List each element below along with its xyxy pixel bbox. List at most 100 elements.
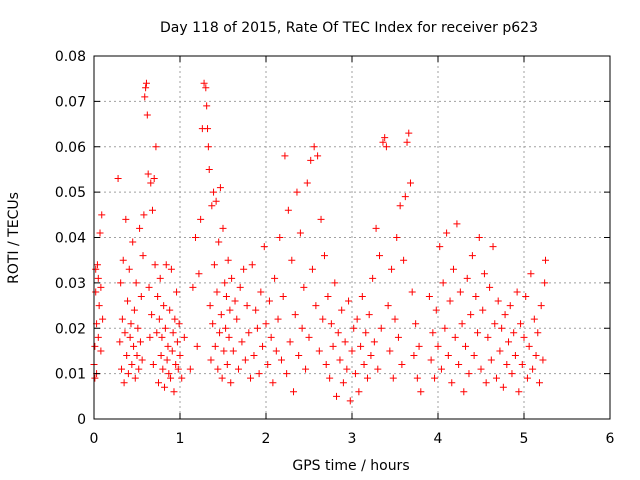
data-point: [148, 311, 156, 319]
data-point: [300, 283, 308, 291]
data-point: [227, 379, 235, 387]
data-point: [475, 234, 483, 241]
data-point: [162, 261, 170, 269]
data-point: [166, 306, 174, 314]
data-point: [121, 329, 129, 337]
data-point: [142, 79, 150, 87]
data-point: [161, 383, 169, 391]
data-point: [260, 243, 268, 251]
data-point: [498, 324, 506, 332]
data-point: [91, 342, 99, 350]
data-point: [116, 338, 124, 346]
data-point: [322, 361, 330, 369]
data-point: [157, 351, 165, 359]
data-point: [406, 179, 414, 187]
data-point: [120, 379, 128, 387]
data-point: [482, 379, 490, 387]
data-point: [247, 374, 255, 382]
data-point: [151, 261, 159, 269]
data-point: [163, 356, 171, 364]
data-point: [384, 302, 392, 310]
data-point: [207, 356, 215, 364]
data-point: [173, 338, 181, 346]
data-point: [410, 351, 418, 359]
data-point: [303, 179, 311, 187]
data-point: [532, 351, 540, 359]
data-point: [225, 333, 233, 341]
data-point: [286, 338, 294, 346]
data-point: [541, 279, 549, 287]
data-point: [148, 206, 156, 214]
data-point: [312, 302, 320, 310]
data-point: [126, 333, 134, 341]
data-point: [248, 261, 256, 269]
data-point: [220, 347, 228, 355]
data-point: [444, 351, 452, 359]
data-point: [216, 329, 224, 337]
data-point: [412, 320, 420, 328]
data-point: [408, 288, 416, 296]
data-point: [396, 202, 404, 210]
data-point: [374, 365, 382, 373]
data-point: [259, 342, 267, 350]
data-point: [222, 292, 230, 300]
data-point: [453, 220, 461, 228]
data-point: [156, 274, 164, 282]
data-point: [367, 351, 375, 359]
data-point: [331, 279, 339, 287]
data-point: [94, 274, 102, 282]
data-point: [253, 324, 261, 332]
data-point: [388, 265, 396, 273]
data-point: [209, 320, 217, 328]
data-point: [518, 361, 526, 369]
y-tick-label: 0.05: [55, 185, 86, 201]
y-axis-ticks: 0 0.01 0.02 0.03 0.04 0.05 0.06 0.07 0.08: [55, 49, 610, 428]
data-point: [165, 370, 173, 378]
data-point: [290, 388, 298, 396]
data-point: [467, 311, 475, 319]
data-point: [403, 138, 411, 146]
data-point: [122, 215, 130, 223]
data-point: [204, 125, 212, 133]
data-point: [193, 342, 201, 350]
data-point: [153, 329, 161, 337]
data-point: [333, 392, 341, 400]
data-point: [170, 388, 178, 396]
data-point: [281, 152, 289, 160]
data-point: [250, 351, 258, 359]
x-tick-label: 2: [262, 431, 271, 447]
data-point: [305, 333, 313, 341]
data-point: [527, 270, 535, 278]
data-point: [233, 315, 241, 323]
data-point: [492, 374, 500, 382]
data-point: [455, 361, 463, 369]
data-point: [204, 143, 212, 151]
data-point: [229, 347, 237, 355]
data-point: [336, 356, 344, 364]
data-point: [97, 283, 105, 291]
data-point: [456, 288, 464, 296]
x-axis-label: GPS time / hours: [292, 458, 409, 474]
data-point: [510, 329, 518, 337]
data-point: [348, 347, 356, 355]
data-point: [146, 333, 154, 341]
data-point: [125, 265, 133, 273]
data-point: [175, 320, 183, 328]
data-point: [129, 238, 137, 246]
data-point: [277, 356, 285, 364]
data-point: [167, 374, 175, 382]
data-point: [501, 311, 509, 319]
data-point: [314, 152, 322, 160]
data-point: [127, 320, 135, 328]
data-point: [269, 379, 277, 387]
x-tick-label: 0: [90, 431, 99, 447]
data-point: [236, 283, 244, 291]
data-point: [489, 243, 497, 251]
data-point: [243, 302, 251, 310]
data-point: [358, 292, 366, 300]
data-point: [135, 365, 143, 373]
data-point: [118, 315, 126, 323]
data-point: [491, 320, 499, 328]
data-point: [365, 311, 373, 319]
